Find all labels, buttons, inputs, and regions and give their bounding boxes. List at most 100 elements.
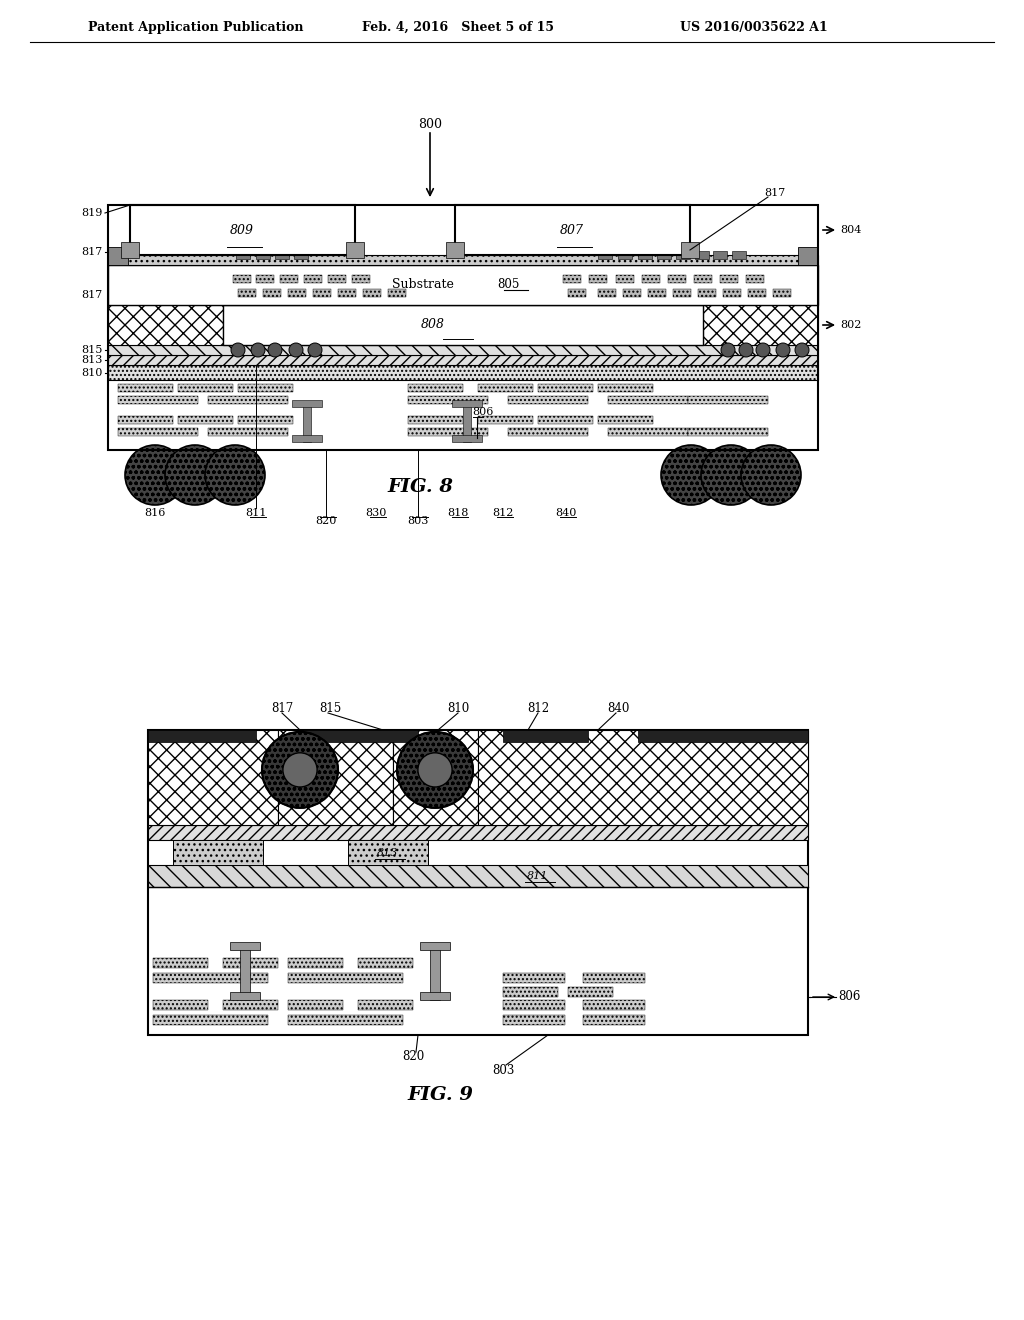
Text: 811: 811	[246, 508, 266, 517]
Text: 817: 817	[82, 290, 103, 300]
Bar	[732, 251, 746, 259]
Bar	[236, 251, 250, 259]
Circle shape	[741, 445, 801, 506]
Bar	[263, 289, 281, 297]
Bar	[121, 242, 139, 257]
Bar	[408, 428, 488, 436]
Circle shape	[721, 343, 735, 356]
Bar	[408, 416, 463, 424]
Circle shape	[739, 343, 753, 356]
Bar	[348, 840, 428, 865]
Text: 815: 815	[82, 345, 103, 355]
Text: 820: 820	[401, 1051, 424, 1064]
Bar	[681, 242, 699, 257]
Bar	[303, 730, 418, 742]
Circle shape	[795, 343, 809, 356]
Text: 808: 808	[421, 318, 445, 331]
Text: FIG. 8: FIG. 8	[387, 478, 453, 496]
Text: 813: 813	[377, 847, 398, 858]
Text: Feb. 4, 2016   Sheet 5 of 15: Feb. 4, 2016 Sheet 5 of 15	[362, 21, 554, 33]
Text: 840: 840	[607, 701, 629, 714]
Text: 806: 806	[472, 407, 494, 417]
Text: 811: 811	[527, 871, 549, 880]
Bar	[256, 251, 270, 259]
Text: 812: 812	[527, 701, 549, 714]
Bar	[694, 275, 712, 282]
Bar	[446, 242, 464, 257]
Text: 805: 805	[497, 279, 519, 292]
Bar	[148, 825, 808, 840]
Bar	[292, 436, 322, 442]
Bar	[108, 255, 818, 265]
Bar	[688, 396, 768, 404]
Text: 806: 806	[838, 990, 860, 1003]
Text: 817: 817	[764, 187, 785, 198]
Bar	[598, 289, 616, 297]
Bar	[720, 275, 738, 282]
Text: 802: 802	[840, 319, 861, 330]
Bar	[118, 396, 198, 404]
Bar	[230, 993, 260, 1001]
Bar	[294, 251, 308, 259]
Bar	[346, 242, 364, 257]
Bar	[208, 396, 288, 404]
Bar	[240, 945, 250, 1001]
Bar	[352, 275, 370, 282]
Bar	[362, 289, 381, 297]
Bar	[698, 289, 716, 297]
Bar	[408, 384, 463, 392]
Bar	[178, 384, 233, 392]
Bar	[723, 289, 741, 297]
Bar	[280, 275, 298, 282]
Text: 820: 820	[315, 516, 337, 525]
Circle shape	[251, 343, 265, 356]
Circle shape	[701, 445, 761, 506]
Bar	[598, 416, 653, 424]
Circle shape	[662, 445, 721, 506]
Circle shape	[231, 343, 245, 356]
Text: 810: 810	[446, 701, 469, 714]
Bar	[178, 416, 233, 424]
Circle shape	[283, 752, 317, 787]
Bar	[153, 1001, 208, 1010]
Text: US 2016/0035622 A1: US 2016/0035622 A1	[680, 21, 827, 33]
Bar	[688, 428, 768, 436]
Bar	[623, 289, 641, 297]
Text: 817: 817	[82, 247, 103, 257]
Bar	[568, 289, 586, 297]
Bar	[713, 251, 727, 259]
Bar	[148, 730, 256, 742]
Bar	[503, 1015, 565, 1026]
Bar	[508, 396, 588, 404]
Text: 804: 804	[840, 224, 861, 235]
Bar	[108, 345, 818, 355]
Bar	[638, 730, 808, 742]
Text: 807: 807	[560, 223, 584, 236]
Bar	[223, 305, 703, 345]
Bar	[288, 958, 343, 968]
Bar	[313, 289, 331, 297]
Bar	[223, 1001, 278, 1010]
Bar	[153, 958, 208, 968]
Text: 816: 816	[144, 508, 166, 517]
Bar	[508, 428, 588, 436]
Bar	[108, 380, 818, 450]
Circle shape	[308, 343, 322, 356]
Bar	[288, 289, 306, 297]
Bar	[657, 251, 671, 259]
Bar	[478, 384, 534, 392]
Text: 800: 800	[418, 119, 442, 132]
Bar	[148, 730, 808, 1035]
Bar	[478, 730, 808, 825]
Bar	[288, 1001, 343, 1010]
Text: FIG. 9: FIG. 9	[407, 1086, 473, 1104]
Bar	[108, 205, 818, 450]
Bar	[420, 942, 450, 950]
Bar	[358, 958, 413, 968]
Bar	[420, 993, 450, 1001]
Bar	[173, 840, 263, 865]
Bar	[108, 305, 223, 345]
Bar	[583, 1015, 645, 1026]
Bar	[608, 396, 688, 404]
Circle shape	[756, 343, 770, 356]
